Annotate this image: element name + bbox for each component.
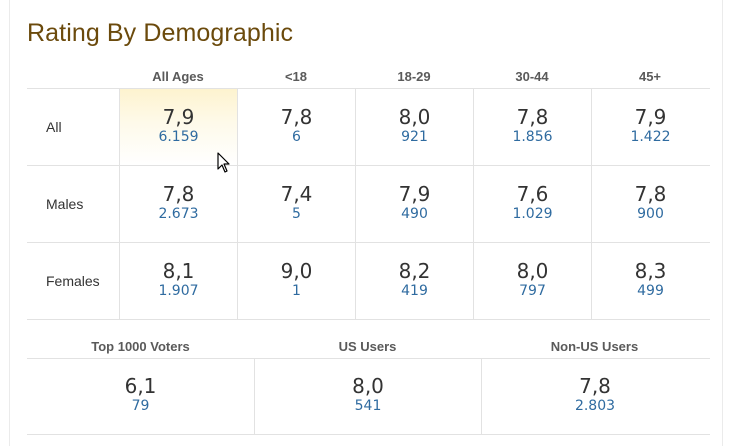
cell-females-30-44: 8,0 797 bbox=[473, 243, 591, 319]
cell-all-30-44: 7,8 1.856 bbox=[473, 89, 591, 165]
column-header-45-plus: 45+ bbox=[638, 69, 662, 84]
column-header-top-1000-voters: Top 1000 Voters bbox=[91, 339, 190, 354]
cell-males-under-18: 7,4 5 bbox=[237, 166, 355, 242]
rating-value: 8,0 bbox=[516, 258, 549, 283]
rating-value: 8,0 bbox=[352, 374, 384, 398]
column-header-18-29: 18-29 bbox=[397, 69, 431, 84]
votes-link[interactable]: 6.159 bbox=[158, 128, 199, 145]
rating-value: 7,8 bbox=[516, 104, 549, 129]
votes-link[interactable]: 499 bbox=[637, 282, 664, 299]
table-row-males: Males 7,8 2.673 7,4 5 7,9 490 7,6 1.029 … bbox=[27, 166, 710, 243]
votes-link[interactable]: 2.673 bbox=[158, 205, 199, 222]
column-header-us-users: US Users bbox=[338, 339, 397, 354]
votes-link[interactable]: 1 bbox=[292, 282, 301, 299]
cell-males-18-29: 7,9 490 bbox=[355, 166, 473, 242]
votes-link[interactable]: 1.029 bbox=[512, 205, 553, 222]
user-group-row: 6,1 79 8,0 541 7,8 2.803 bbox=[27, 359, 710, 435]
rating-value: 7,8 bbox=[162, 181, 195, 206]
cell-males-all-ages: 7,8 2.673 bbox=[119, 166, 237, 242]
rating-value: 8,1 bbox=[162, 258, 195, 283]
votes-link[interactable]: 900 bbox=[637, 205, 664, 222]
rating-value: 7,6 bbox=[516, 181, 549, 206]
cell-all-under-18: 7,8 6 bbox=[237, 89, 355, 165]
rating-value: 7,9 bbox=[634, 104, 667, 129]
row-label-females: Females bbox=[46, 273, 100, 289]
cell-non-us-users: 7,8 2.803 bbox=[481, 359, 708, 434]
rating-value: 7,8 bbox=[280, 104, 313, 129]
row-label-all: All bbox=[46, 119, 62, 135]
rating-value: 8,3 bbox=[634, 258, 667, 283]
cell-us-users: 8,0 541 bbox=[254, 359, 481, 434]
rating-value: 7,4 bbox=[280, 181, 313, 206]
votes-link[interactable]: 79 bbox=[131, 398, 150, 414]
demographic-table-header: All Ages <18 18-29 30-44 45+ bbox=[27, 66, 710, 89]
votes-link[interactable]: 490 bbox=[401, 205, 428, 222]
rating-value: 8,2 bbox=[398, 258, 431, 283]
rating-value: 7,9 bbox=[162, 104, 195, 129]
cell-females-45-plus: 8,3 499 bbox=[591, 243, 709, 319]
votes-link[interactable]: 5 bbox=[292, 205, 301, 222]
rating-value: 9,0 bbox=[280, 258, 313, 283]
header-spacer bbox=[27, 66, 119, 88]
table-row-females: Females 8,1 1.907 9,0 1 8,2 419 8,0 797 … bbox=[27, 243, 710, 320]
column-header-30-44: 30-44 bbox=[515, 69, 549, 84]
user-group-table-header: Top 1000 Voters US Users Non-US Users bbox=[27, 336, 710, 359]
rating-value: 6,1 bbox=[124, 374, 157, 398]
demographic-table: All Ages <18 18-29 30-44 45+ All 7,9 6.1… bbox=[27, 66, 710, 320]
column-header-under-18: <18 bbox=[284, 69, 308, 84]
cell-females-all-ages: 8,1 1.907 bbox=[119, 243, 237, 319]
cell-males-30-44: 7,6 1.029 bbox=[473, 166, 591, 242]
cell-males-45-plus: 7,8 900 bbox=[591, 166, 709, 242]
column-header-non-us-users: Non-US Users bbox=[550, 339, 639, 354]
table-row-all: All 7,9 6.159 7,8 6 8,0 921 7,8 1.856 7,… bbox=[27, 89, 710, 166]
votes-link[interactable]: 921 bbox=[401, 128, 428, 145]
cell-females-18-29: 8,2 419 bbox=[355, 243, 473, 319]
votes-link[interactable]: 541 bbox=[354, 398, 382, 414]
votes-link[interactable]: 2.803 bbox=[574, 398, 616, 414]
votes-link[interactable]: 1.856 bbox=[512, 128, 553, 145]
votes-link[interactable]: 6 bbox=[292, 128, 301, 145]
rating-value: 7,8 bbox=[634, 181, 667, 206]
cell-females-under-18: 9,0 1 bbox=[237, 243, 355, 319]
cell-top-1000-voters: 6,1 79 bbox=[27, 359, 254, 434]
rating-value: 7,8 bbox=[579, 374, 611, 398]
user-group-table: Top 1000 Voters US Users Non-US Users 6,… bbox=[27, 336, 710, 435]
section-title: Rating By Demographic bbox=[27, 19, 294, 47]
votes-link[interactable]: 1.907 bbox=[158, 282, 199, 299]
votes-link[interactable]: 419 bbox=[401, 282, 428, 299]
cell-all-all-ages: 7,9 6.159 bbox=[119, 89, 237, 165]
rating-by-demographic-panel: Rating By Demographic All Ages <18 18-29… bbox=[9, 0, 723, 446]
votes-link[interactable]: 797 bbox=[519, 282, 546, 299]
cell-all-18-29: 8,0 921 bbox=[355, 89, 473, 165]
rating-value: 7,9 bbox=[398, 181, 431, 206]
rating-value: 8,0 bbox=[398, 104, 431, 129]
votes-link[interactable]: 1.422 bbox=[630, 128, 671, 145]
cell-all-45-plus: 7,9 1.422 bbox=[591, 89, 709, 165]
row-label-males: Males bbox=[46, 196, 84, 212]
column-header-all-ages: All Ages bbox=[152, 69, 204, 84]
